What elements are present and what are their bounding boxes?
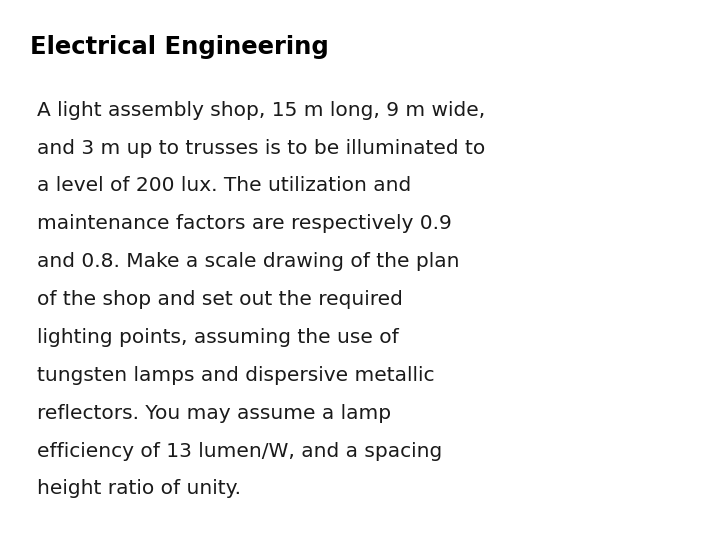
Text: A light assembly shop, 15 m long, 9 m wide,: A light assembly shop, 15 m long, 9 m wi… bbox=[37, 101, 485, 119]
Text: and 0.8. Make a scale drawing of the plan: and 0.8. Make a scale drawing of the pla… bbox=[37, 252, 460, 271]
Text: of the shop and set out the required: of the shop and set out the required bbox=[37, 290, 403, 309]
Text: a level of 200 lux. The utilization and: a level of 200 lux. The utilization and bbox=[37, 176, 412, 195]
Text: reflectors. You may assume a lamp: reflectors. You may assume a lamp bbox=[37, 404, 391, 422]
Text: lighting points, assuming the use of: lighting points, assuming the use of bbox=[37, 328, 399, 347]
Text: height ratio of unity.: height ratio of unity. bbox=[37, 479, 242, 498]
Text: and 3 m up to trusses is to be illuminated to: and 3 m up to trusses is to be illuminat… bbox=[37, 139, 485, 158]
Text: tungsten lamps and dispersive metallic: tungsten lamps and dispersive metallic bbox=[37, 366, 435, 385]
Text: maintenance factors are respectively 0.9: maintenance factors are respectively 0.9 bbox=[37, 215, 452, 233]
Text: efficiency of 13 lumen/W, and a spacing: efficiency of 13 lumen/W, and a spacing bbox=[37, 442, 442, 461]
Text: Electrical Engineering: Electrical Engineering bbox=[30, 35, 329, 59]
